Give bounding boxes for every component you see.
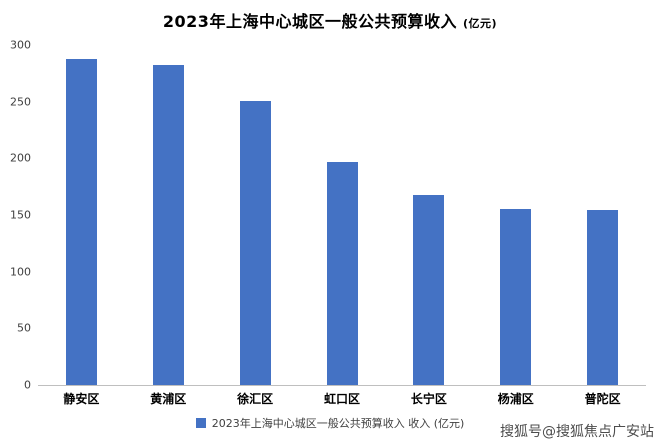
bar-黄浦区 <box>152 65 184 385</box>
y-tick-label: 50 <box>17 321 31 335</box>
chart-title-text: 2023年上海中心城区一般公共预算收入 <box>162 12 457 31</box>
bar-slot <box>472 45 559 385</box>
bar-slot <box>385 45 472 385</box>
bar-长宁区 <box>413 194 445 385</box>
bar-slot <box>559 45 646 385</box>
chart-title-unit: (亿元) <box>463 17 498 30</box>
y-tick-label: 0 <box>24 378 31 392</box>
x-label-静安区: 静安区 <box>63 392 100 406</box>
legend-swatch <box>195 418 206 428</box>
bar-slot <box>38 45 125 385</box>
legend: 2023年上海中心城区一般公共预算收入 收入 (亿元) <box>0 415 660 431</box>
chart-title: 2023年上海中心城区一般公共预算收入 (亿元) <box>0 8 660 32</box>
x-label-虹口区: 虹口区 <box>324 392 361 406</box>
bar-静安区 <box>65 58 97 385</box>
x-label-黄浦区: 黄浦区 <box>150 392 187 406</box>
plot-area: 0 50 100 150 200 250 300 <box>10 39 646 392</box>
bar-slot <box>299 45 386 385</box>
bar-虹口区 <box>326 161 358 385</box>
bars-container <box>38 45 646 385</box>
bar-杨浦区 <box>500 209 532 385</box>
bar-slot <box>212 45 299 385</box>
x-axis-labels: 静安区 黄浦区 徐汇区 虹口区 长宁区 杨浦区 普陀区 <box>38 390 646 407</box>
x-label-徐汇区: 徐汇区 <box>237 392 274 406</box>
legend-label: 2023年上海中心城区一般公共预算收入 收入 (亿元) <box>211 417 465 430</box>
y-tick-label: 100 <box>10 265 31 279</box>
y-tick-label: 250 <box>10 95 31 109</box>
x-label-杨浦区: 杨浦区 <box>497 392 534 406</box>
x-label-长宁区: 长宁区 <box>410 392 447 406</box>
bar-普陀区 <box>587 210 619 385</box>
y-tick-label: 300 <box>10 38 31 52</box>
watermark: 搜狐号@搜狐焦点广安站 <box>500 424 654 440</box>
bar-slot <box>125 45 212 385</box>
y-tick-label: 150 <box>10 208 31 222</box>
bar-徐汇区 <box>239 100 271 385</box>
x-label-普陀区: 普陀区 <box>584 392 621 406</box>
y-tick-label: 200 <box>10 151 31 165</box>
